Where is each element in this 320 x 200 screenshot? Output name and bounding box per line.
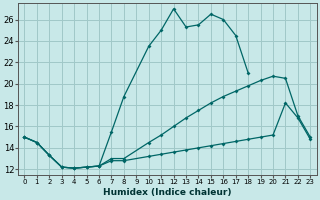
X-axis label: Humidex (Indice chaleur): Humidex (Indice chaleur) <box>103 188 232 197</box>
